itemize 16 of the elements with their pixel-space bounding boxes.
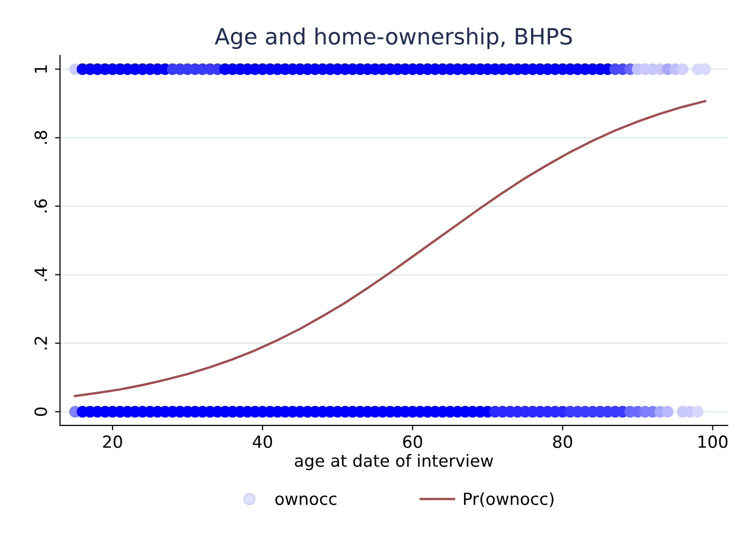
x-tick-label: 40 [252,435,272,448]
y-tick-label: 1 [34,65,47,73]
x-axis-title: age at date of interview [294,454,494,470]
line-series [74,100,706,398]
x-tick-label: 20 [103,435,122,448]
legend-label: Pr(ownocc) [464,492,554,508]
legend-label: ownocc [275,496,336,506]
x-tick-label: 80 [553,435,572,448]
y-tick-label: 0 [34,408,48,416]
y-tick-label: .4 [34,268,47,281]
y-tick-label: .8 [34,130,48,144]
chart-title: Age and home-ownership, BHPS [214,27,572,49]
x-tick-label: 100 [698,435,728,448]
y-tick-label: .6 [34,199,48,212]
y-tick-label: .2 [34,336,47,350]
x-tick-label: 60 [403,435,422,448]
